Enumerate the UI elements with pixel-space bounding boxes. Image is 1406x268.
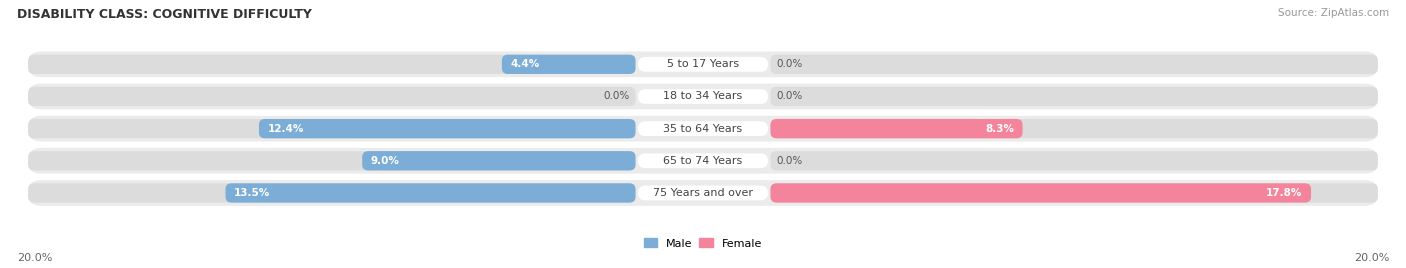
FancyBboxPatch shape — [28, 148, 1378, 174]
FancyBboxPatch shape — [28, 151, 636, 170]
FancyBboxPatch shape — [638, 185, 768, 200]
Text: 4.4%: 4.4% — [510, 59, 540, 69]
FancyBboxPatch shape — [28, 119, 636, 138]
FancyBboxPatch shape — [225, 183, 636, 203]
FancyBboxPatch shape — [28, 180, 1378, 206]
FancyBboxPatch shape — [363, 151, 636, 170]
FancyBboxPatch shape — [28, 84, 1378, 109]
FancyBboxPatch shape — [259, 119, 636, 138]
Text: Source: ZipAtlas.com: Source: ZipAtlas.com — [1278, 8, 1389, 18]
FancyBboxPatch shape — [28, 183, 636, 203]
Text: 13.5%: 13.5% — [233, 188, 270, 198]
FancyBboxPatch shape — [28, 51, 1378, 77]
FancyBboxPatch shape — [770, 119, 1378, 138]
Text: 12.4%: 12.4% — [267, 124, 304, 134]
Text: 5 to 17 Years: 5 to 17 Years — [666, 59, 740, 69]
FancyBboxPatch shape — [502, 55, 636, 74]
FancyBboxPatch shape — [638, 57, 768, 72]
Text: 20.0%: 20.0% — [1354, 253, 1389, 263]
Text: 75 Years and over: 75 Years and over — [652, 188, 754, 198]
Legend: Male, Female: Male, Female — [644, 238, 762, 248]
FancyBboxPatch shape — [770, 55, 1378, 74]
FancyBboxPatch shape — [638, 121, 768, 136]
Text: 0.0%: 0.0% — [776, 156, 803, 166]
FancyBboxPatch shape — [28, 87, 636, 106]
FancyBboxPatch shape — [770, 87, 1378, 106]
Text: 0.0%: 0.0% — [776, 59, 803, 69]
FancyBboxPatch shape — [770, 151, 1378, 170]
FancyBboxPatch shape — [770, 183, 1378, 203]
FancyBboxPatch shape — [638, 89, 768, 104]
FancyBboxPatch shape — [770, 119, 1022, 138]
Text: 35 to 64 Years: 35 to 64 Years — [664, 124, 742, 134]
Text: 0.0%: 0.0% — [603, 91, 630, 102]
Text: 0.0%: 0.0% — [776, 91, 803, 102]
FancyBboxPatch shape — [770, 183, 1310, 203]
Text: 9.0%: 9.0% — [371, 156, 399, 166]
Text: 20.0%: 20.0% — [17, 253, 52, 263]
Text: 65 to 74 Years: 65 to 74 Years — [664, 156, 742, 166]
Text: 18 to 34 Years: 18 to 34 Years — [664, 91, 742, 102]
Text: 17.8%: 17.8% — [1267, 188, 1302, 198]
FancyBboxPatch shape — [28, 55, 636, 74]
FancyBboxPatch shape — [28, 116, 1378, 142]
Text: DISABILITY CLASS: COGNITIVE DIFFICULTY: DISABILITY CLASS: COGNITIVE DIFFICULTY — [17, 8, 312, 21]
FancyBboxPatch shape — [638, 153, 768, 168]
Text: 8.3%: 8.3% — [986, 124, 1014, 134]
